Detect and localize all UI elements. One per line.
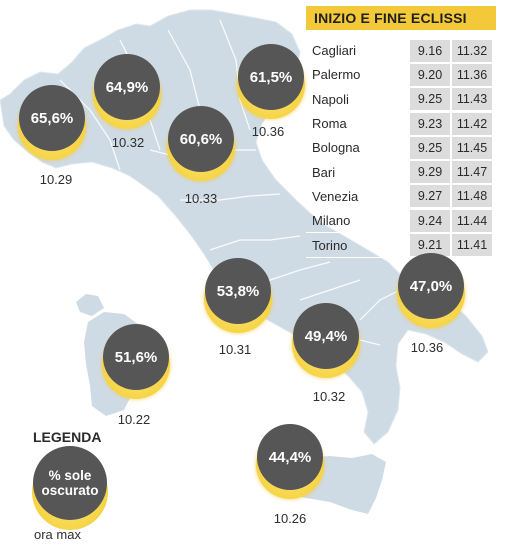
- moon-disc: 51,6%: [103, 324, 169, 390]
- max-time-label: 10.32: [111, 135, 145, 150]
- legend-time-label: ora max: [34, 527, 81, 542]
- city-name: Palermo: [312, 67, 361, 83]
- end-time: 11.36: [452, 63, 492, 86]
- end-time: 11.45: [452, 136, 492, 159]
- eclipse-marker: 44,4%: [251, 424, 329, 502]
- city-name: Roma: [312, 116, 347, 132]
- end-time: 11.32: [452, 39, 492, 62]
- moon-disc: 64,9%: [94, 54, 160, 120]
- table-row: Cagliari 9.16 11.32: [306, 39, 496, 64]
- city-name: Milano: [312, 213, 351, 229]
- moon-disc: 47,0%: [398, 253, 464, 319]
- eclipse-marker: 65,6%: [13, 85, 91, 163]
- end-time: 11.48: [452, 185, 492, 208]
- eclipse-marker: 60,6%: [162, 106, 240, 184]
- moon-disc: 44,4%: [257, 424, 323, 490]
- obscured-percent: 51,6%: [114, 348, 158, 366]
- moon-disc: % sole oscurato: [33, 446, 107, 520]
- eclipse-marker: 47,0%: [392, 253, 470, 331]
- legend-title: LEGENDA: [33, 429, 102, 445]
- corsica: [76, 294, 104, 316]
- table-row: Palermo 9.20 11.36: [306, 63, 496, 88]
- table-row: Bari 9.29 11.47: [306, 160, 496, 185]
- obscured-percent: 61,5%: [249, 68, 293, 86]
- obscured-percent: 64,9%: [105, 78, 149, 96]
- start-time: 9.25: [410, 136, 450, 159]
- moon-disc: 61,5%: [238, 44, 304, 110]
- start-time: 9.27: [410, 185, 450, 208]
- max-time-label: 10.26: [273, 511, 307, 526]
- city-name: Cagliari: [312, 43, 357, 59]
- max-time-label: 10.32: [312, 389, 346, 404]
- start-time: 9.24: [410, 209, 450, 232]
- city-name: Bologna: [312, 140, 360, 156]
- eclipse-marker: 61,5%: [232, 44, 310, 122]
- legend-marker: % sole oscurato: [28, 446, 114, 532]
- eclipse-marker: 49,4%: [287, 303, 365, 381]
- start-time: 9.29: [410, 161, 450, 184]
- table-row: Torino 9.21 11.41: [306, 233, 496, 258]
- end-time: 11.41: [452, 234, 492, 257]
- eclipse-times-table: INIZIO E FINE ECLISSI Cagliari 9.16 11.32 …: [306, 6, 496, 258]
- max-time-label: 10.29: [39, 172, 73, 187]
- legend-line-2: oscurato: [41, 483, 99, 498]
- end-time: 11.42: [452, 112, 492, 135]
- end-time: 11.47: [452, 161, 492, 184]
- moon-disc: 65,6%: [19, 85, 85, 151]
- max-time-label: 10.31: [218, 342, 252, 357]
- moon-disc: 49,4%: [293, 303, 359, 369]
- max-time-label: 10.22: [117, 412, 151, 427]
- obscured-percent: 65,6%: [30, 109, 74, 127]
- table-row: Bologna 9.25 11.45: [306, 136, 496, 161]
- end-time: 11.44: [452, 209, 492, 232]
- obscured-percent: 60,6%: [179, 130, 223, 148]
- max-time-label: 10.36: [410, 340, 444, 355]
- start-time: 9.23: [410, 112, 450, 135]
- table-rows: Cagliari 9.16 11.32 Palermo 9.20 11.36 Napol…: [306, 39, 496, 258]
- obscured-percent: 44,4%: [268, 448, 312, 466]
- table-row: Napoli 9.25 11.43: [306, 88, 496, 112]
- table-title: INIZIO E FINE ECLISSI: [306, 6, 496, 30]
- max-time-label: 10.36: [251, 124, 285, 139]
- start-time: 9.21: [410, 234, 450, 257]
- legend-line-1: % sole: [48, 468, 92, 483]
- city-name: Napoli: [312, 91, 349, 107]
- obscured-percent: 49,4%: [304, 327, 348, 345]
- table-row: Roma 9.23 11.42: [306, 112, 496, 137]
- city-name: Venezia: [312, 188, 359, 204]
- max-time-label: 10.33: [184, 191, 218, 206]
- table-row: Milano 9.24 11.44: [306, 209, 496, 234]
- obscured-percent: 47,0%: [409, 277, 453, 295]
- moon-disc: 60,6%: [168, 106, 234, 172]
- eclipse-marker: 53,8%: [199, 258, 277, 336]
- moon-disc: 53,8%: [205, 258, 271, 324]
- start-time: 9.20: [410, 63, 450, 86]
- eclipse-marker: 51,6%: [97, 324, 175, 402]
- city-name: Bari: [312, 164, 336, 180]
- end-time: 11.43: [452, 88, 492, 111]
- obscured-percent: 53,8%: [216, 282, 260, 300]
- table-row: Venezia 9.27 11.48: [306, 185, 496, 210]
- start-time: 9.25: [410, 88, 450, 111]
- eclipse-marker: 64,9%: [88, 54, 166, 132]
- start-time: 9.16: [410, 39, 450, 62]
- city-name: Torino: [312, 237, 348, 253]
